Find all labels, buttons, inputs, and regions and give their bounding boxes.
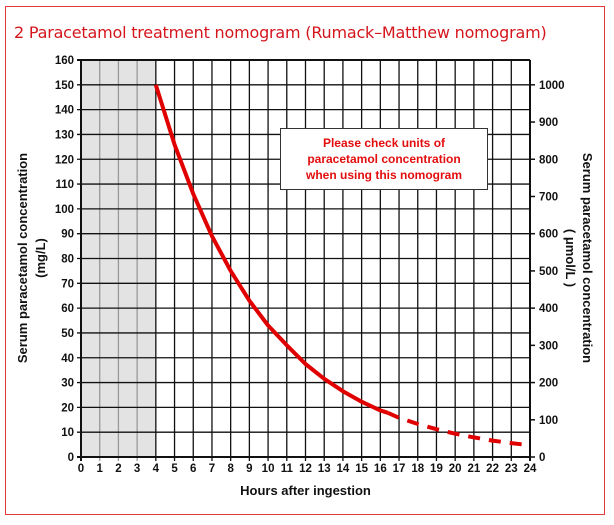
x-tick-label: 5 [171, 463, 178, 475]
units-warning-box: Please check units of paracetamol concen… [280, 128, 488, 190]
y-tick-label: 150 [55, 80, 74, 92]
x-tick-label: 6 [190, 463, 196, 475]
y2-tick-label: 900 [539, 117, 558, 129]
x-tick-label: 13 [318, 463, 331, 475]
y2-tick-label: 300 [539, 340, 558, 352]
x-tick-label: 0 [78, 463, 84, 475]
x-tick-label: 8 [227, 463, 234, 475]
x-tick-label: 24 [524, 463, 537, 475]
x-tick-label: 1 [97, 463, 104, 475]
treatment-line-solid [153, 84, 389, 415]
y2-tick-label: 0 [539, 452, 545, 464]
y-tick-label: 80 [61, 254, 74, 266]
y-tick-label: 140 [55, 105, 74, 117]
y-tick-label: 120 [55, 154, 74, 166]
y2-tick-label: 500 [539, 266, 558, 278]
x-tick-label: 14 [337, 463, 350, 475]
x-tick-label: 12 [299, 463, 312, 475]
y-tick-label: 110 [55, 179, 74, 191]
y-tick-label: 90 [61, 229, 74, 241]
y2-tick-label: 1000 [539, 80, 565, 92]
x-tick-label: 21 [467, 463, 480, 475]
y-tick-label: 40 [61, 353, 74, 365]
figure-title: 2 Paracetamol treatment nomogram (Rumack… [14, 23, 547, 42]
y-tick-label: 100 [55, 204, 74, 216]
x-tick-label: 9 [246, 463, 252, 475]
x-tick-label: 2 [115, 463, 121, 475]
y2-axis-label-unit: ( μmol/L ) [563, 229, 578, 287]
x-axis-label: Hours after ingestion [240, 483, 371, 498]
x-tick-label: 19 [430, 463, 443, 475]
x-tick-label: 4 [153, 463, 160, 475]
note-line: when using this nomogram [305, 168, 462, 182]
y-tick-label: 0 [68, 452, 74, 464]
x-tick-label: 7 [209, 463, 215, 475]
y2-tick-label: 200 [539, 378, 558, 390]
y-tick-label: 10 [61, 427, 74, 439]
note-line: paracetamol concentration [307, 152, 461, 166]
x-tick-label: 11 [281, 463, 294, 475]
x-tick-label: 20 [449, 463, 462, 475]
x-tick-label: 10 [262, 463, 275, 475]
figure-frame [5, 6, 605, 515]
y-axis-label: Serum paracetamol concentration [15, 153, 30, 363]
y-axis-label-unit: (mg/L) [33, 238, 48, 278]
y-tick-label: 160 [55, 55, 74, 67]
x-tick-label: 3 [134, 463, 140, 475]
x-tick-label: 15 [355, 463, 368, 475]
x-tick-label: 17 [393, 463, 406, 475]
x-tick-label: 16 [374, 463, 387, 475]
y-tick-label: 20 [61, 402, 74, 414]
y-tick-label: 130 [55, 129, 74, 141]
y-tick-label: 30 [61, 378, 74, 390]
y-tick-label: 50 [61, 328, 74, 340]
y2-axis-label: Serum paracetamol concentration [580, 153, 595, 363]
x-tick-label: 22 [486, 463, 499, 475]
y2-tick-label: 700 [539, 191, 558, 203]
treatment-line-dashed [386, 410, 531, 448]
y2-tick-label: 400 [539, 303, 558, 315]
y2-tick-label: 100 [539, 415, 558, 427]
y-tick-label: 60 [61, 303, 74, 315]
x-tick-label: 23 [505, 463, 518, 475]
y-tick-label: 70 [61, 278, 74, 290]
y2-tick-label: 800 [539, 154, 558, 166]
y2-tick-label: 600 [539, 229, 558, 241]
note-line: Please check units of [322, 136, 446, 150]
x-tick-label: 18 [411, 463, 424, 475]
